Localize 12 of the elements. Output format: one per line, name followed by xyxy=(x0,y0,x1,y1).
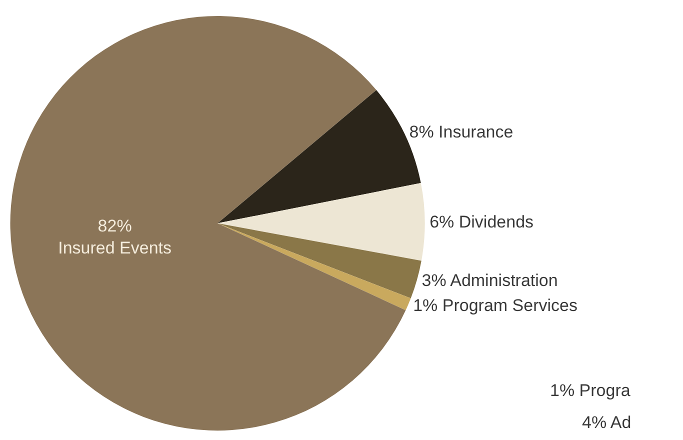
slice-label: 8% Insurance xyxy=(409,122,514,142)
slice-label: 1% Program Services xyxy=(413,296,578,316)
pie-slice xyxy=(218,223,422,298)
slice-label: Insured Events xyxy=(58,238,172,258)
data-label: 82% xyxy=(98,216,132,236)
pie-slice xyxy=(218,183,425,261)
pie-slice xyxy=(218,223,411,310)
pie-slice xyxy=(10,16,406,431)
slice-label: 6% Dividends xyxy=(430,212,534,232)
slice-label: 3% Administration xyxy=(422,270,558,290)
text: 1% Progra xyxy=(550,381,631,400)
text: 4% Ad xyxy=(582,413,632,432)
